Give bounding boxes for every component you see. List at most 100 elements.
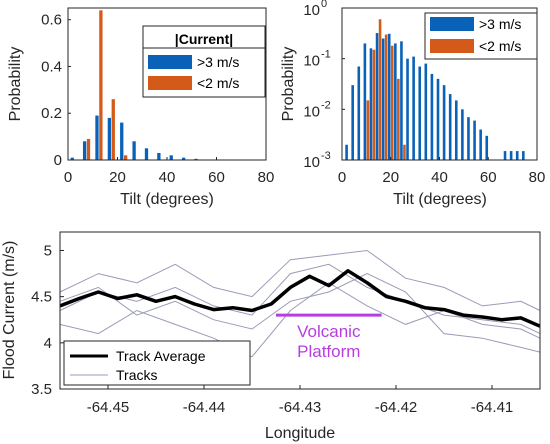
bar-fast-current [509,151,513,160]
bar-slow-current [403,144,406,160]
bar-fast-current [387,33,391,160]
y-tick-label: 10 [303,154,320,171]
flood-current-lines [59,249,541,358]
legend-label-fast: >3 m/s [479,16,521,32]
y-tick-label: 5 [44,242,52,259]
flood-current-y-label: Flood Current (m/s) [1,241,18,380]
y-tick-label: 4.5 [31,289,52,306]
bar-slow-current [384,34,388,160]
track-line [59,282,541,358]
y-tick-exponent: -2 [321,99,331,111]
volcanic-platform-label-line2: Platform [297,342,360,361]
y-tick-label: 0.2 [41,105,62,122]
x-tick-label: -64.44 [183,399,226,416]
bar-fast-current [107,117,112,160]
track-average-line [59,269,541,328]
x-tick-label: 40 [431,169,448,186]
bar-fast-current [448,94,452,160]
y-tick-label: 0.6 [41,12,62,29]
bar-fast-current [394,43,397,161]
y-tick-label: 10 [303,2,320,19]
histogram-log-y-label: Probability [280,47,297,122]
bar-fast-current [144,148,149,160]
y-tick-label: 4 [44,335,52,352]
bar-slow-current [372,49,376,161]
flood-current-x-ticks: -64.45 -64.44 -64.43 -64.42 -64.41 [87,385,514,416]
bar-fast-current [363,43,367,161]
bar-fast-current [400,41,403,161]
y-tick-label: 0.4 [41,58,62,75]
histogram-log-legend: >3 m/s <2 m/s [424,12,538,60]
x-tick-label: 0 [338,169,346,186]
histogram-log-bars [345,19,525,161]
bar-fast-current [461,109,464,160]
bar-slow-current [366,100,370,160]
legend-box [63,340,251,386]
bar-fast-current [157,152,161,160]
legend-swatch-fast [430,17,474,31]
bar-fast-current [369,48,373,161]
bar-fast-current [522,151,525,160]
bar-fast-current [485,135,489,160]
x-tick-label: 60 [208,169,225,186]
bar-fast-current [181,157,186,160]
bar-fast-current [430,73,434,160]
flood-current-x-label: Longitude [265,425,335,442]
x-tick-label: 20 [382,169,399,186]
x-tick-label: 20 [109,169,126,186]
bar-fast-current [194,158,198,160]
histogram-linear-legend: |Current| >3 m/s <2 m/s [142,25,266,98]
x-tick-label: 80 [258,169,275,186]
bar-fast-current [82,141,87,160]
bar-fast-current [436,78,440,160]
bar-fast-current [418,66,422,160]
bar-fast-current [406,58,409,160]
y-tick-label: 0 [54,152,62,169]
legend-label-track-average: Track Average [116,348,206,364]
bar-fast-current [473,120,476,160]
bar-fast-current [381,38,385,160]
volcanic-platform-label-line1: Volcanic [297,322,361,341]
legend-swatch-slow [148,76,192,90]
bar-fast-current [442,85,446,160]
x-tick-label: -64.41 [471,399,514,416]
bar-slow-current [123,155,128,160]
legend-label-tracks: Tracks [116,367,157,383]
x-tick-label: 80 [529,169,546,186]
flood-current-legend: Track Average Tracks [63,340,251,386]
bar-fast-current [132,141,136,160]
legend-label-fast: >3 m/s [197,54,239,70]
x-tick-label: -64.43 [279,399,322,416]
x-tick-label: -64.45 [87,399,130,416]
y-tick-label: 10 [303,103,320,120]
y-tick-exponent: -1 [321,49,331,61]
x-tick-label: 40 [159,169,176,186]
y-tick-exponent: -3 [321,150,331,162]
bar-fast-current [169,155,173,160]
bar-slow-current [111,99,115,160]
histogram-linear-x-ticks: 0 20 40 60 80 [64,157,275,186]
legend-label-slow: <2 m/s [479,38,521,54]
bar-fast-current [503,151,507,160]
y-tick-exponent: 0 [321,0,327,10]
track-line [59,249,541,311]
x-tick-label: 0 [64,169,72,186]
bar-fast-current [515,151,519,160]
x-tick-label: 60 [480,169,497,186]
flood-current-panel: Volcanic Platform -64.45 -64.44 -64.43 -64.… [1,231,541,442]
bar-fast-current [412,56,415,160]
legend-title: |Current| [175,31,233,47]
y-tick-label: 10 [303,53,320,70]
bar-slow-current [397,78,400,160]
bar-fast-current [345,144,348,160]
bar-fast-current [375,33,379,160]
track-line [59,263,541,335]
bar-fast-current [357,66,361,160]
bar-fast-current [70,157,74,160]
histogram-linear-x-label: Tilt (degrees) [120,191,214,208]
bar-fast-current [479,129,482,160]
bar-fast-current [454,100,458,160]
